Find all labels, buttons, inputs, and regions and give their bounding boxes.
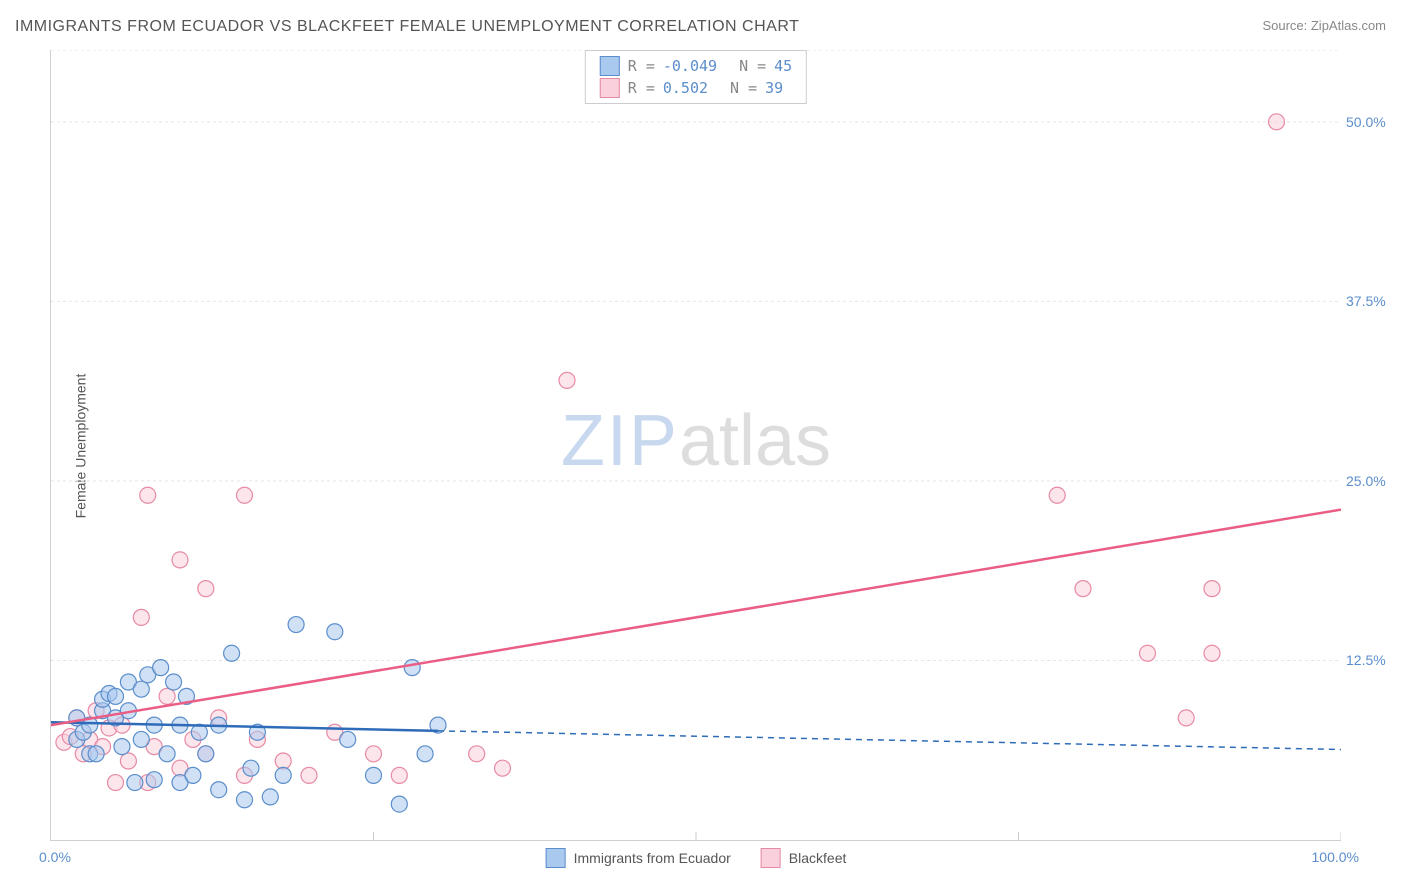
n-label: N = bbox=[730, 79, 757, 97]
scatter-point bbox=[391, 796, 407, 812]
legend-label-1: Immigrants from Ecuador bbox=[574, 850, 731, 866]
source-attribution: Source: ZipAtlas.com bbox=[1262, 18, 1386, 33]
scatter-svg bbox=[51, 50, 1341, 840]
scatter-point bbox=[114, 739, 130, 755]
scatter-point bbox=[127, 775, 143, 791]
scatter-point bbox=[366, 746, 382, 762]
r-value-2: 0.502 bbox=[663, 79, 708, 97]
scatter-point bbox=[301, 767, 317, 783]
scatter-point bbox=[133, 681, 149, 697]
stats-legend-box: R = -0.049 N = 45 R = 0.502 N = 39 bbox=[585, 50, 807, 104]
scatter-point bbox=[1269, 114, 1285, 130]
x-tick-0: 0.0% bbox=[39, 849, 71, 865]
x-tick-100: 100.0% bbox=[1312, 849, 1359, 865]
scatter-point bbox=[159, 688, 175, 704]
scatter-point bbox=[108, 688, 124, 704]
r-label: R = bbox=[628, 79, 655, 97]
scatter-point bbox=[237, 792, 253, 808]
scatter-point bbox=[133, 731, 149, 747]
scatter-point bbox=[391, 767, 407, 783]
scatter-point bbox=[243, 760, 259, 776]
scatter-point bbox=[288, 617, 304, 633]
stats-row-1: R = -0.049 N = 45 bbox=[600, 55, 792, 77]
scatter-point bbox=[469, 746, 485, 762]
regression-line-2 bbox=[51, 510, 1341, 725]
scatter-point bbox=[172, 552, 188, 568]
legend-label-2: Blackfeet bbox=[789, 850, 847, 866]
chart-plot-area: ZIPatlas R = -0.049 N = 45 R = 0.502 N =… bbox=[50, 50, 1341, 841]
scatter-point bbox=[327, 624, 343, 640]
scatter-point bbox=[140, 487, 156, 503]
stats-row-2: R = 0.502 N = 39 bbox=[600, 77, 792, 99]
scatter-point bbox=[1178, 710, 1194, 726]
swatch-blue-icon bbox=[546, 848, 566, 868]
y-tick-label: 25.0% bbox=[1346, 473, 1401, 489]
scatter-point bbox=[133, 609, 149, 625]
scatter-point bbox=[275, 753, 291, 769]
n-value-1: 45 bbox=[774, 57, 792, 75]
legend-item-2: Blackfeet bbox=[761, 848, 847, 868]
swatch-pink-icon bbox=[761, 848, 781, 868]
chart-title: IMMIGRANTS FROM ECUADOR VS BLACKFEET FEM… bbox=[15, 18, 799, 36]
scatter-point bbox=[198, 581, 214, 597]
scatter-point bbox=[120, 753, 136, 769]
scatter-point bbox=[108, 775, 124, 791]
scatter-point bbox=[1075, 581, 1091, 597]
n-value-2: 39 bbox=[765, 79, 783, 97]
scatter-point bbox=[159, 746, 175, 762]
scatter-point bbox=[146, 772, 162, 788]
scatter-point bbox=[211, 782, 227, 798]
scatter-point bbox=[340, 731, 356, 747]
scatter-point bbox=[166, 674, 182, 690]
r-label: R = bbox=[628, 57, 655, 75]
scatter-point bbox=[1204, 581, 1220, 597]
scatter-point bbox=[237, 487, 253, 503]
scatter-point bbox=[185, 767, 201, 783]
scatter-point bbox=[262, 789, 278, 805]
scatter-point bbox=[495, 760, 511, 776]
x-axis-legend: Immigrants from Ecuador Blackfeet bbox=[546, 848, 847, 868]
scatter-point bbox=[224, 645, 240, 661]
y-tick-label: 50.0% bbox=[1346, 114, 1401, 130]
scatter-point bbox=[275, 767, 291, 783]
scatter-point bbox=[404, 660, 420, 676]
swatch-pink-icon bbox=[600, 78, 620, 98]
y-tick-label: 12.5% bbox=[1346, 652, 1401, 668]
scatter-point bbox=[1049, 487, 1065, 503]
regression-line-1-ext bbox=[438, 731, 1341, 750]
scatter-point bbox=[366, 767, 382, 783]
n-label: N = bbox=[739, 57, 766, 75]
r-value-1: -0.049 bbox=[663, 57, 717, 75]
swatch-blue-icon bbox=[600, 56, 620, 76]
scatter-point bbox=[1140, 645, 1156, 661]
scatter-point bbox=[417, 746, 433, 762]
legend-item-1: Immigrants from Ecuador bbox=[546, 848, 731, 868]
scatter-point bbox=[88, 746, 104, 762]
scatter-point bbox=[559, 372, 575, 388]
scatter-point bbox=[198, 746, 214, 762]
scatter-point bbox=[1204, 645, 1220, 661]
scatter-point bbox=[153, 660, 169, 676]
y-tick-label: 37.5% bbox=[1346, 293, 1401, 309]
